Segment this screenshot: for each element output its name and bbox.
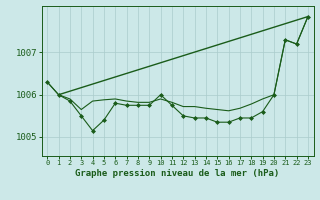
- X-axis label: Graphe pression niveau de la mer (hPa): Graphe pression niveau de la mer (hPa): [76, 169, 280, 178]
